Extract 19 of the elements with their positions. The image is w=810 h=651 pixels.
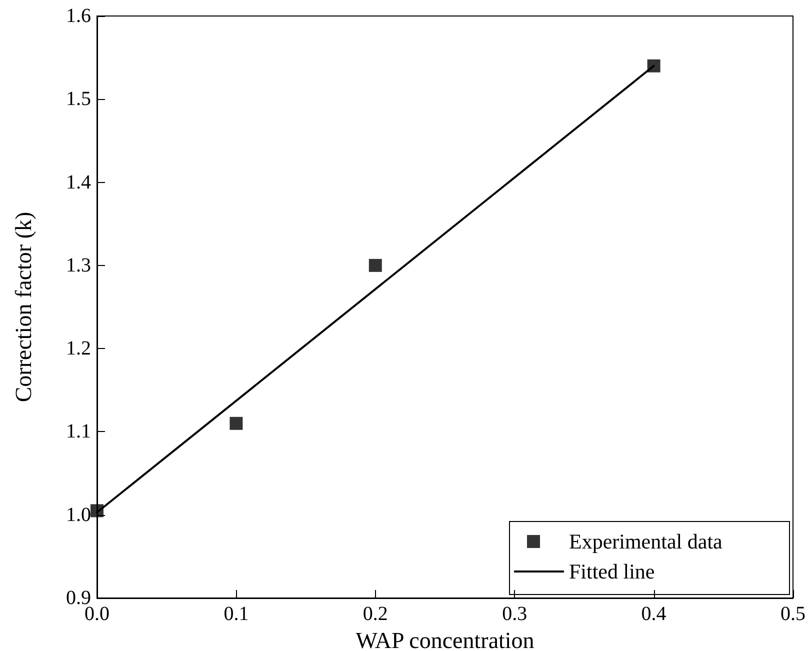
y-axis-title: Correction factor (k) [11, 212, 36, 402]
y-tick-label: 1.0 [66, 504, 91, 526]
x-tick-label: 0.4 [641, 603, 666, 625]
y-tick-label: 1.3 [66, 254, 91, 276]
x-tick-label: 0.2 [362, 603, 388, 625]
y-tick-label: 1.1 [66, 420, 91, 443]
y-tick-label: 1.6 [66, 5, 91, 27]
x-tick-label: 0.0 [84, 603, 110, 625]
legend-label: Experimental data [569, 530, 724, 554]
point [230, 416, 243, 430]
y-tick-label: 1.5 [66, 88, 91, 110]
x-tick-label: 0.5 [780, 603, 806, 625]
legend-label: Fitted line [569, 560, 655, 584]
point [368, 258, 382, 272]
y-tick-label: 1.2 [66, 338, 91, 360]
x-tick-label: 0.3 [502, 603, 528, 625]
x-tick-label: 0.1 [224, 603, 249, 625]
x-axis-title: WAP concentration [356, 628, 535, 651]
y-tick-label: 1.4 [66, 171, 91, 194]
